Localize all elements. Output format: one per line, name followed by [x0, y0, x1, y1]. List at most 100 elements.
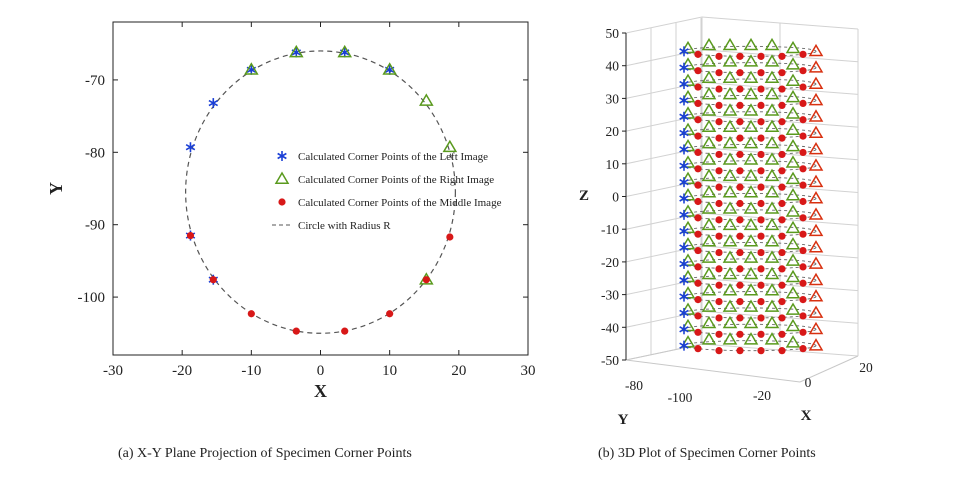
- data-point-3d: [694, 263, 702, 271]
- data-point-3d: [808, 158, 824, 171]
- data-point-3d: [715, 265, 723, 273]
- data-point-3d: [764, 266, 780, 280]
- data-point-3d: [736, 281, 744, 289]
- data-point-3d: [679, 160, 689, 171]
- data-point-3d: [701, 299, 717, 312]
- data-point-3d: [715, 248, 723, 257]
- data-point-3d: [736, 265, 744, 273]
- data-point-3d: [680, 286, 696, 299]
- data-point-3d: [764, 135, 780, 149]
- data-point-3d: [722, 70, 738, 83]
- data-point-3d: [764, 103, 780, 116]
- data-point-3d: [764, 250, 780, 263]
- data-point-3d: [778, 101, 786, 109]
- data-point-3d: [785, 106, 801, 119]
- data-point-3d: [715, 216, 723, 224]
- data-point-3d: [799, 197, 807, 206]
- z-tick-label: -30: [601, 288, 619, 303]
- data-point-3d: [715, 314, 723, 322]
- data-point-3d: [701, 266, 717, 280]
- data-point-3d: [808, 191, 824, 204]
- data-point-3d: [808, 43, 824, 57]
- data-point-3d: [694, 279, 702, 287]
- data-point-3d: [736, 347, 744, 355]
- data-point-3d: [799, 148, 807, 157]
- x-tick-label-a: 10: [382, 363, 397, 379]
- data-point-3d: [743, 54, 759, 67]
- data-point-3d: [785, 57, 801, 70]
- data-point-3d: [680, 335, 696, 348]
- data-point-3d: [785, 204, 801, 217]
- data-point-3d: [764, 201, 780, 214]
- floor-edge: [625, 359, 801, 383]
- data-point-3d: [757, 69, 765, 77]
- data-point-3d: [799, 67, 807, 75]
- data-point-3d: [694, 50, 702, 58]
- data-point-3d: [799, 50, 807, 58]
- data-point-3d: [757, 281, 765, 289]
- data-point-3d: [764, 283, 780, 296]
- data-point-3d: [785, 73, 801, 86]
- data-point-3d: [694, 345, 702, 353]
- data-point-3d: [736, 216, 744, 224]
- legend-marker: [277, 151, 287, 161]
- data-point-3d: [778, 347, 786, 355]
- data-point-3d: [785, 302, 801, 315]
- data-point-3d: [701, 168, 717, 182]
- data-point-3d: [743, 201, 759, 214]
- data-point-3d: [736, 298, 744, 306]
- data-point: [337, 44, 353, 58]
- data-point-3d: [799, 345, 807, 353]
- data-point-3d: [694, 132, 702, 140]
- data-point-3d: [799, 132, 807, 140]
- series-dot: [186, 231, 454, 335]
- z-tick-label: 50: [606, 26, 620, 41]
- data-point-3d: [679, 324, 689, 335]
- data-point-3d: [722, 234, 738, 247]
- data-point: [446, 233, 454, 241]
- data-point-3d: [715, 101, 723, 109]
- data-point: [247, 310, 255, 318]
- z-tick-label: -20: [601, 255, 619, 270]
- data-point-3d: [679, 193, 689, 204]
- data-point-3d: [701, 86, 717, 100]
- data-point: [244, 62, 259, 75]
- data-point-3d: [743, 152, 759, 165]
- data-point-3d: [679, 242, 689, 253]
- data-point-3d: [799, 246, 807, 255]
- data-point-3d: [799, 214, 807, 222]
- data-point-3d: [715, 281, 723, 289]
- data-point-3d: [743, 234, 759, 247]
- data-point-3d: [722, 168, 738, 182]
- data-point-3d: [694, 197, 702, 206]
- layer-ring: [679, 299, 824, 322]
- x-tick-label-a: 0: [317, 363, 325, 379]
- data-point-3d: [679, 79, 689, 90]
- data-point-3d: [715, 199, 723, 208]
- data-point-3d: [694, 296, 702, 304]
- data-point-3d: [722, 217, 738, 231]
- data-point-3d: [680, 171, 696, 185]
- data-point-3d: [743, 103, 759, 116]
- data-point-3d: [679, 209, 689, 220]
- data-point-3d: [808, 76, 824, 89]
- data-point-3d: [701, 119, 717, 133]
- data-point-3d: [743, 119, 759, 133]
- y-tick-label-a: -90: [85, 218, 105, 234]
- data-point-3d: [743, 299, 759, 312]
- data-point-3d: [701, 152, 717, 165]
- data-point-3d: [736, 52, 744, 60]
- data-point-3d: [722, 185, 738, 198]
- z-axis-label: Z: [579, 188, 589, 204]
- data-point-3d: [680, 122, 696, 136]
- y-tick-label-a: -70: [85, 73, 105, 89]
- data-point-3d: [764, 332, 780, 345]
- data-point-3d: [679, 340, 689, 351]
- data-point-3d: [680, 237, 696, 250]
- data-point-3d: [701, 103, 717, 116]
- z-tick-label: 30: [606, 91, 620, 106]
- data-point-3d: [764, 152, 780, 165]
- data-point-3d: [715, 347, 723, 355]
- data-point-3d: [778, 199, 786, 208]
